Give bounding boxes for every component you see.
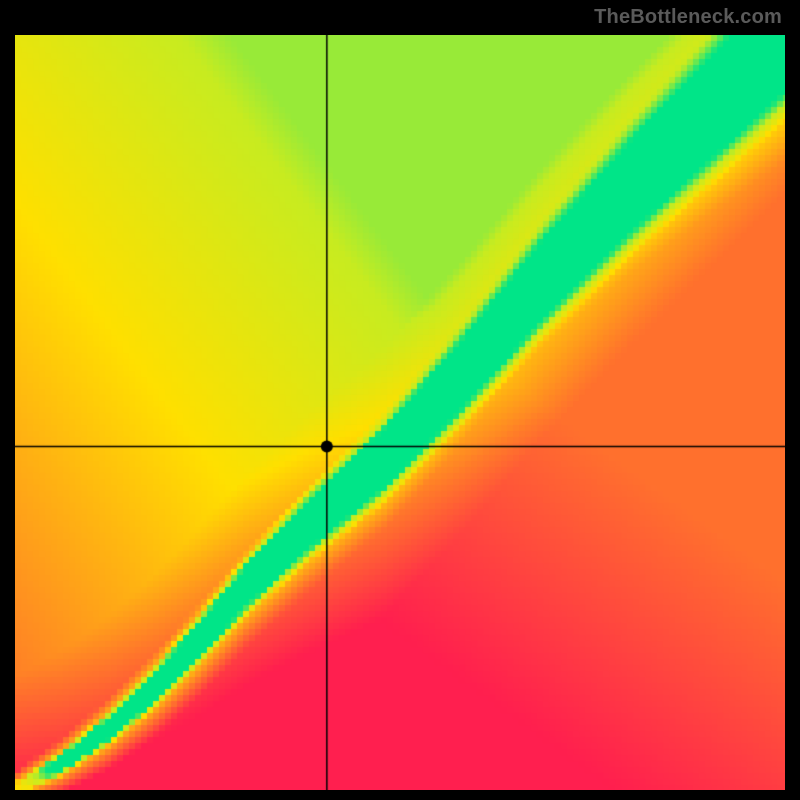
chart-container: TheBottleneck.com [0, 0, 800, 800]
heatmap-canvas [15, 35, 785, 790]
watermark-text: TheBottleneck.com [594, 6, 782, 29]
